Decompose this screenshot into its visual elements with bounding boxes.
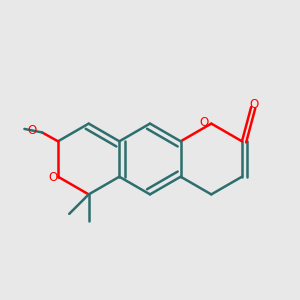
Text: O: O [27,124,36,137]
Text: O: O [199,116,208,129]
Text: O: O [48,171,57,184]
Text: O: O [250,98,259,111]
